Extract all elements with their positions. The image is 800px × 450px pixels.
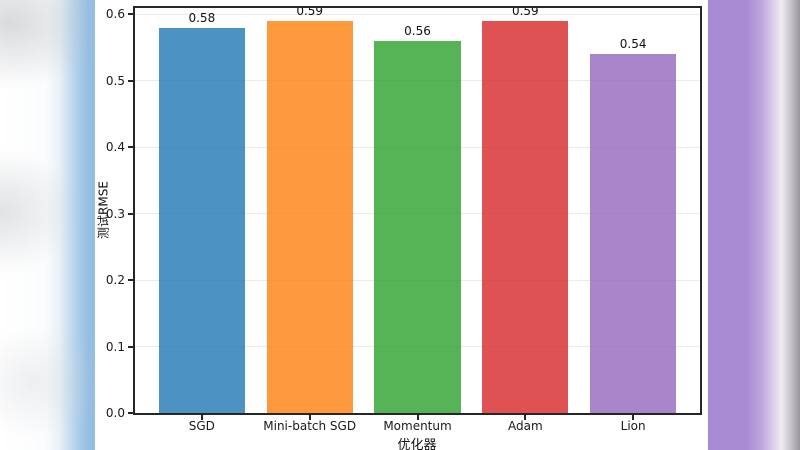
y-tick-mark: [128, 212, 133, 215]
x-tick-label: Adam: [507, 419, 543, 433]
bar-value-label: 0.59: [511, 8, 539, 18]
y-tick-label: 0.2: [105, 273, 125, 288]
x-tick-label: Mini-batch SGD: [263, 419, 357, 433]
y-tick-label: 0.6: [105, 7, 125, 22]
desktop-background-left-gradient: [0, 0, 95, 450]
y-tick-label: 0.4: [105, 140, 125, 155]
bar: [590, 54, 677, 413]
bar: [374, 40, 461, 413]
y-tick-label: 0.1: [105, 339, 125, 354]
x-axis-label: 优化器: [397, 438, 437, 450]
y-tick-mark: [128, 79, 133, 82]
axes: 0.58 0.59 0.56 0.59 0.54: [133, 6, 702, 415]
y-tick-label: 0.5: [105, 73, 125, 88]
bar-value-label: 0.59: [296, 8, 324, 18]
bar-value-label: 0.56: [404, 23, 431, 38]
x-tick-label: Momentum: [383, 419, 452, 433]
x-tick-mark: [416, 415, 419, 420]
y-tick-label: 0.0: [105, 406, 125, 420]
y-tick-mark: [128, 345, 133, 348]
bar: [158, 27, 245, 413]
y-tick-mark: [128, 146, 133, 149]
bar: [482, 20, 569, 413]
gridline: [135, 13, 700, 15]
y-tick-mark: [128, 279, 133, 282]
x-tick-mark: [200, 415, 203, 420]
chart-figure: 测试RMSE 0.58 0.59 0.56 0.59 0.54 0.0 0.1 0.2 0.3…: [95, 0, 708, 450]
x-tick-mark: [632, 415, 635, 420]
x-tick-mark: [308, 415, 311, 420]
x-tick-mark: [524, 415, 527, 420]
y-tick-label: 0.3: [105, 206, 125, 221]
y-tick-mark: [128, 13, 133, 16]
bar: [266, 20, 353, 413]
desktop-background-right-gradient: [708, 0, 800, 450]
bar-value-label: 0.58: [188, 10, 216, 25]
plot-area: 0.58 0.59 0.56 0.59 0.54: [135, 8, 700, 413]
y-tick-mark: [128, 412, 133, 414]
bar-value-label: 0.54: [619, 37, 647, 52]
x-tick-label: Lion: [620, 419, 646, 433]
x-tick-label: SGD: [188, 419, 215, 433]
